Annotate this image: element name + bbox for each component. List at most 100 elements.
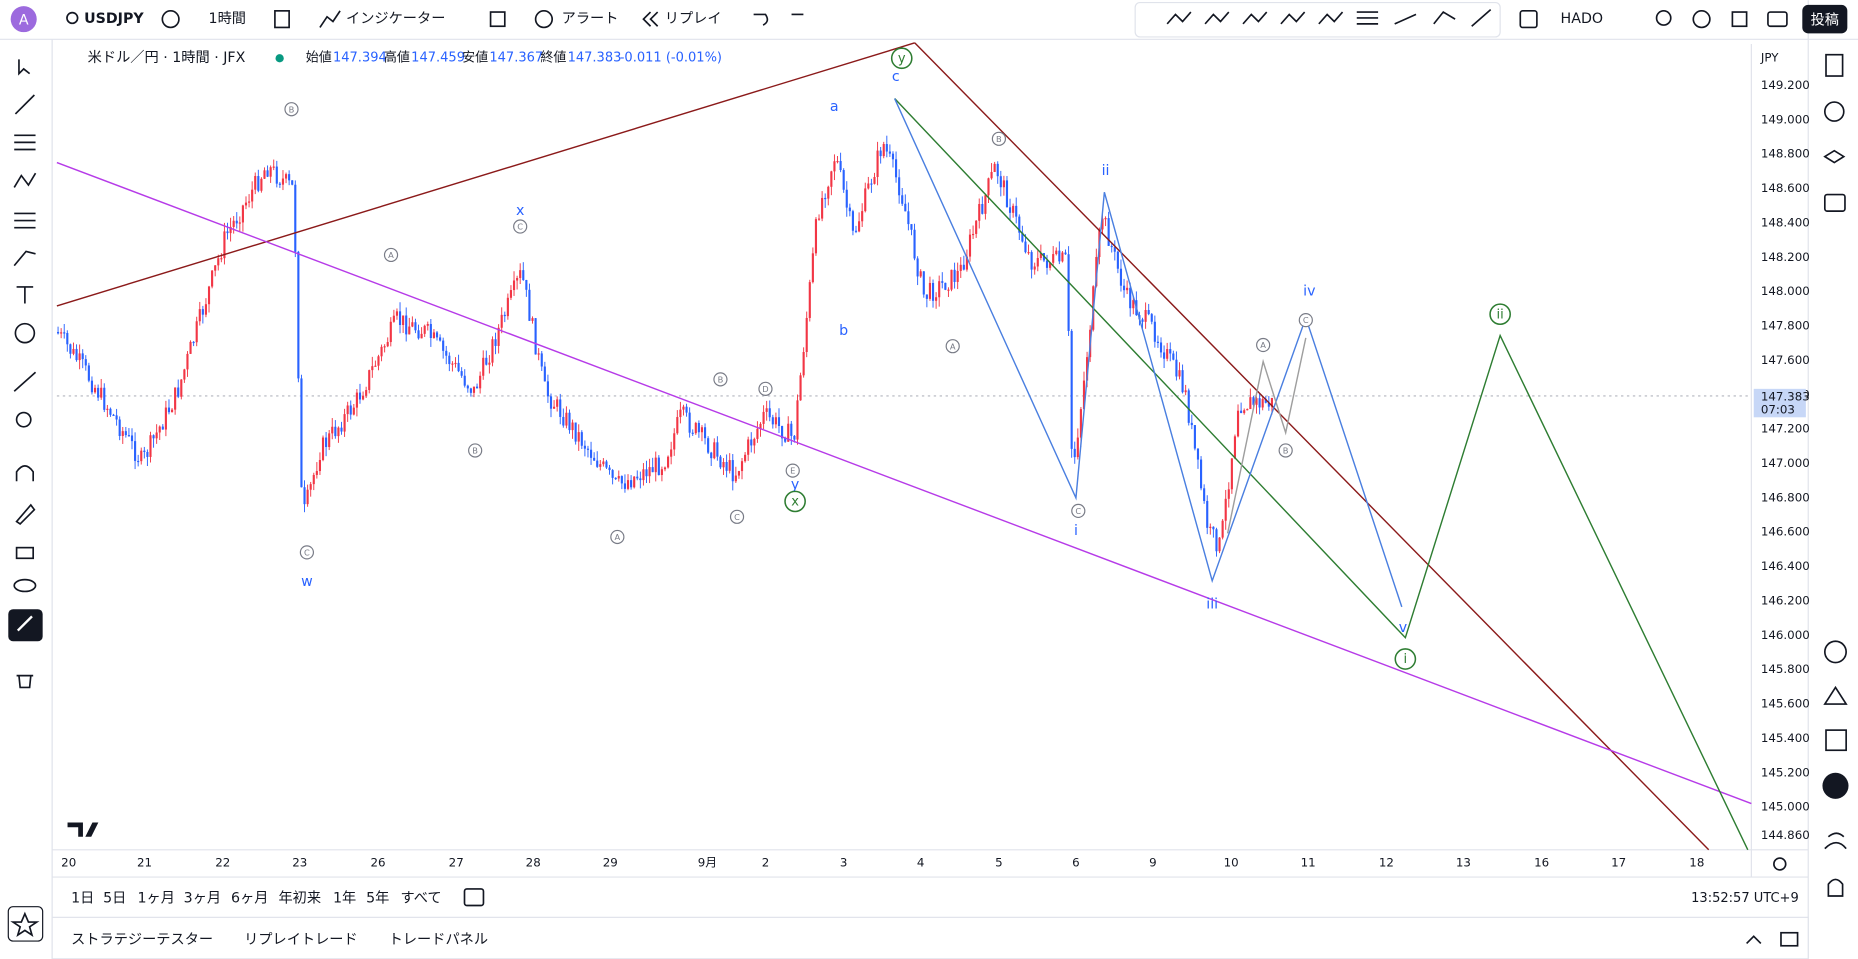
fullscreen[interactable] <box>1731 11 1748 28</box>
templates[interactable] <box>489 11 506 28</box>
symbol[interactable]: USDJPY <box>84 11 144 27</box>
maximize[interactable] <box>1780 931 1799 947</box>
candle-body <box>463 375 466 386</box>
range-button[interactable]: 5年 <box>366 889 389 906</box>
candle-body <box>851 211 854 231</box>
collapse[interactable] <box>1746 935 1762 944</box>
indicator-icon[interactable] <box>319 10 341 28</box>
candle-body <box>953 269 956 282</box>
wave-label: ii <box>1102 163 1110 179</box>
range-button[interactable]: 6ヶ月 <box>231 890 268 906</box>
range-button[interactable]: 3ヶ月 <box>184 890 221 906</box>
candle-body <box>321 437 325 460</box>
range-button[interactable]: 1ヶ月 <box>137 890 174 906</box>
layout[interactable]: HADO <box>1561 11 1604 27</box>
candle-body <box>1209 526 1212 528</box>
panel-tab[interactable]: トレードパネル <box>389 931 488 948</box>
range-button[interactable]: 5日 <box>103 890 126 906</box>
candle-body <box>183 369 186 380</box>
right-sidebar[interactable] <box>1823 53 1848 897</box>
settings[interactable] <box>1692 10 1711 29</box>
candle-body <box>1070 330 1073 449</box>
candle-body <box>876 150 879 178</box>
candle-body <box>1184 390 1187 393</box>
layout-icon[interactable] <box>1519 10 1538 29</box>
avatar[interactable] <box>10 6 37 33</box>
candle-body <box>362 395 365 400</box>
candle-body <box>334 426 337 437</box>
wave-circle <box>1394 648 1417 670</box>
wave-circle <box>299 545 315 560</box>
wave-label: b <box>839 323 848 339</box>
quick-search[interactable] <box>1655 10 1672 26</box>
candle-body <box>938 281 941 298</box>
wave-label: y <box>791 477 799 493</box>
time-tick: 29 <box>603 855 618 869</box>
time-tick: 11 <box>1301 855 1316 869</box>
alert[interactable]: アラート <box>562 11 619 27</box>
candle-body <box>793 435 796 440</box>
replay-icon[interactable] <box>642 11 659 27</box>
range-button[interactable]: すべて <box>401 889 442 906</box>
date-range[interactable] <box>463 888 485 907</box>
candle-body <box>1230 458 1233 490</box>
candle-body <box>232 220 235 227</box>
snapshot[interactable] <box>1767 11 1788 28</box>
chart-type[interactable] <box>274 10 290 29</box>
candle-body <box>1049 262 1052 268</box>
undo[interactable] <box>753 13 769 26</box>
drawing-tools[interactable] <box>1166 9 1492 27</box>
candle-body <box>543 366 546 382</box>
replay[interactable]: リプレイ <box>665 10 722 27</box>
range-button[interactable]: 1日 <box>71 890 94 906</box>
candle-body <box>1067 254 1070 331</box>
candle-body <box>161 426 164 430</box>
favorites[interactable] <box>7 906 44 942</box>
candle-body <box>368 370 371 391</box>
left-tools[interactable] <box>13 59 37 689</box>
candle-body <box>1144 309 1147 322</box>
candle-body <box>1150 314 1153 322</box>
candle-body <box>759 423 762 429</box>
apps-button[interactable] <box>1822 772 1849 799</box>
wave-label: iv <box>1303 284 1315 300</box>
candle-body <box>1255 398 1258 405</box>
panel-tab[interactable]: ストラテジーテスター <box>71 931 213 948</box>
candle-body <box>355 392 358 408</box>
price-tick: 148.600 <box>1761 181 1810 195</box>
candle-body <box>1055 250 1058 255</box>
wave-label: w <box>301 574 313 590</box>
candle-body <box>294 184 297 252</box>
time-tick: 9 <box>1149 855 1157 869</box>
ohlc-value: 147.367 <box>489 51 543 66</box>
range-button[interactable]: 年初来 <box>278 889 321 906</box>
candle-body <box>660 469 663 476</box>
publish-button[interactable] <box>1802 4 1848 34</box>
currency[interactable]: JPY <box>1760 51 1779 65</box>
drawing-toolbar <box>1134 1 1501 38</box>
price-tick: 148.200 <box>1761 250 1810 264</box>
price-ticks: 149.200 149.000 148.800 148.600 148.400 148.2… <box>1761 78 1810 842</box>
candle-body <box>700 427 704 433</box>
axis-settings[interactable] <box>1773 857 1787 871</box>
interval[interactable]: 1時間 <box>209 10 246 27</box>
candle-body <box>432 332 435 339</box>
wave-label: C <box>304 547 310 557</box>
indicators[interactable]: インジケーター <box>346 10 445 27</box>
add-symbol[interactable] <box>161 10 180 29</box>
candle-body <box>922 271 925 295</box>
alert-icon[interactable] <box>534 10 554 29</box>
candle-body <box>651 467 654 473</box>
candle-body <box>731 460 734 482</box>
search-icon[interactable] <box>66 11 79 25</box>
panel-tab[interactable]: リプレイトレード <box>244 931 358 948</box>
candle-body <box>722 462 725 468</box>
active-tool[interactable] <box>8 609 43 642</box>
candle-body <box>288 174 291 181</box>
candle-body <box>1036 258 1039 267</box>
candle-body <box>220 258 223 260</box>
wave-circle <box>729 509 745 524</box>
range-button[interactable]: 1年 <box>333 889 356 906</box>
candle-body <box>790 423 793 436</box>
